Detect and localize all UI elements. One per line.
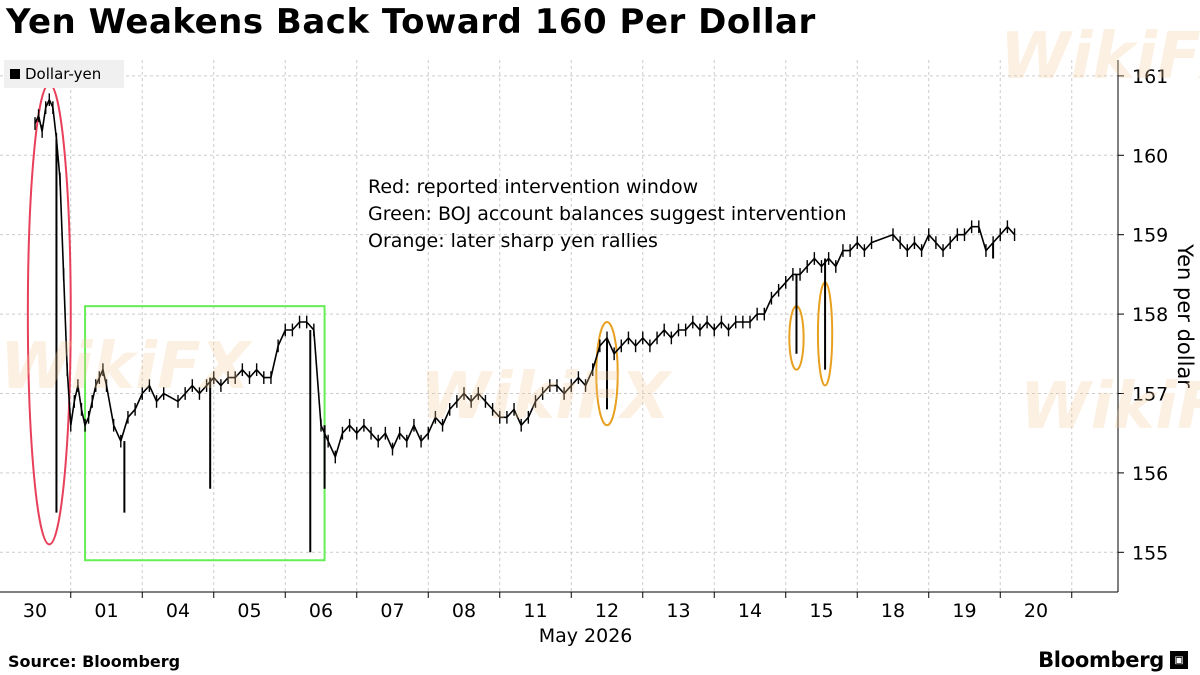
annotation-orange: Orange: later sharp yen rallies [368, 230, 658, 252]
x-tick-label: 07 [380, 600, 404, 622]
terminal-icon: ▣ [1170, 651, 1188, 669]
legend: Dollar-yen [4, 60, 124, 88]
annotation-green: Green: BOJ account balances suggest inte… [368, 203, 847, 225]
bloomberg-logo: Bloomberg ▣ [1038, 648, 1188, 672]
highlight-layer [26, 82, 834, 562]
x-tick-label: 11 [523, 600, 547, 622]
x-tick-label: 14 [738, 600, 762, 622]
source-note: Source: Bloomberg [8, 652, 181, 671]
annotation-block: Red: reported intervention window Green:… [368, 174, 847, 255]
x-tick-label: 20 [1024, 600, 1048, 622]
highlight-green-box [84, 305, 326, 562]
x-tick-label: 01 [94, 600, 118, 622]
y-tick-label: 159 [1132, 225, 1168, 247]
highlight-orange-ellipse [595, 321, 619, 427]
x-tick-label: 13 [666, 600, 690, 622]
x-tick-label: 18 [881, 600, 905, 622]
y-tick-label: 160 [1132, 145, 1168, 167]
x-tick-label: 19 [952, 600, 976, 622]
y-axis-label: Yen per dollar [1173, 243, 1197, 388]
x-tick-label: 04 [166, 600, 190, 622]
legend-swatch [10, 69, 20, 79]
legend-label: Dollar-yen [25, 65, 102, 83]
annotation-red: Red: reported intervention window [368, 176, 699, 198]
x-axis-label: May 2026 [539, 625, 633, 647]
x-tick-label: 12 [595, 600, 619, 622]
brand-text: Bloomberg [1038, 648, 1164, 672]
x-tick-label: 30 [23, 600, 47, 622]
label-layer: 155 156 157 158 159 160 161 30 01 04 05 06 07 08 11 12 1… [23, 66, 1197, 647]
axis-layer [0, 60, 1124, 598]
x-tick-label: 15 [809, 600, 833, 622]
series-line-dollar-yen [34, 97, 1016, 460]
y-tick-label: 155 [1132, 542, 1168, 564]
chart-title: Yen Weakens Back Toward 160 Per Dollar [6, 2, 816, 42]
x-tick-label: 08 [452, 600, 476, 622]
y-tick-label: 156 [1132, 463, 1168, 485]
y-tick-label: 157 [1132, 383, 1168, 405]
x-tick-label: 06 [309, 600, 333, 622]
grid-layer [0, 60, 1118, 592]
x-tick-label: 05 [237, 600, 261, 622]
y-tick-label: 158 [1132, 304, 1168, 326]
series-layer [34, 93, 1016, 553]
y-tick-label: 161 [1132, 66, 1168, 88]
